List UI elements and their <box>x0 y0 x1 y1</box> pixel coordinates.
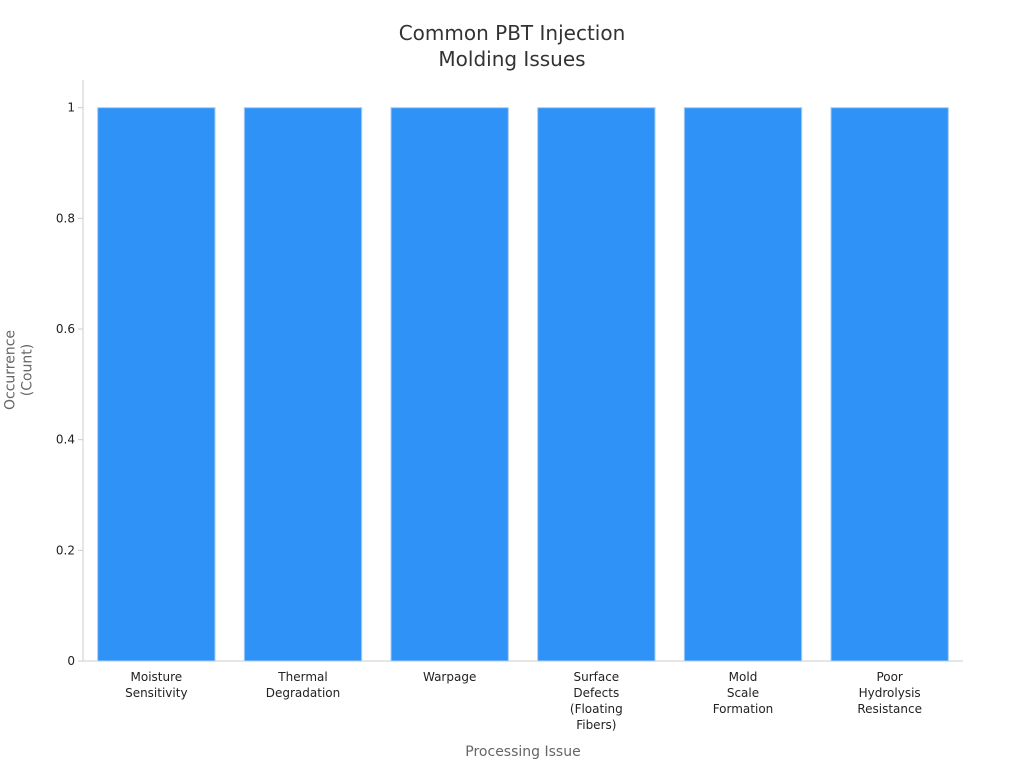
x-tick-label: Thermal Degradation <box>266 670 340 700</box>
x-axis-title: Processing Issue <box>465 744 580 760</box>
bar <box>537 107 656 662</box>
x-tick-label: Moisture Sensitivity <box>125 670 187 700</box>
bar <box>97 107 216 662</box>
x-tick-label: Poor Hydrolysis Resistance <box>857 670 922 716</box>
y-tick-label: 0.2 <box>56 543 75 557</box>
y-tick-label: 0.8 <box>56 211 75 225</box>
bar <box>683 107 803 662</box>
y-tick-label: 0.6 <box>56 322 75 336</box>
bar <box>830 107 949 662</box>
x-tick-label: Warpage <box>423 670 476 684</box>
bar <box>390 107 509 662</box>
x-tick-label: Surface Defects (Floating Fibers) <box>570 670 623 732</box>
chart-title: Common PBT Injection Molding Issues <box>399 21 626 71</box>
y-axis-title: Occurrence(Count) <box>3 330 36 410</box>
x-tick-label: Mold Scale Formation <box>713 670 774 716</box>
y-tick-label: 0.4 <box>56 433 75 447</box>
y-tick-label: 0 <box>67 654 75 668</box>
bar <box>243 107 363 662</box>
y-tick-label: 1 <box>67 101 75 115</box>
